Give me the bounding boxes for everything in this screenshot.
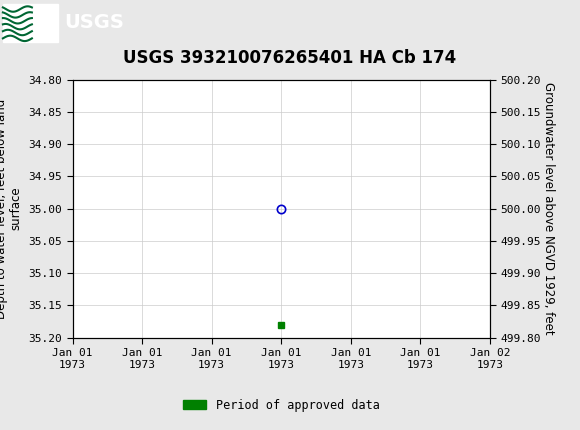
- Text: USGS: USGS: [64, 13, 124, 32]
- Text: USGS 393210076265401 HA Cb 174: USGS 393210076265401 HA Cb 174: [124, 49, 456, 67]
- FancyBboxPatch shape: [3, 3, 58, 42]
- Legend: Period of approved data: Period of approved data: [178, 394, 385, 417]
- Y-axis label: Depth to water level, feet below land
surface: Depth to water level, feet below land su…: [0, 98, 23, 319]
- Y-axis label: Groundwater level above NGVD 1929, feet: Groundwater level above NGVD 1929, feet: [542, 82, 555, 335]
